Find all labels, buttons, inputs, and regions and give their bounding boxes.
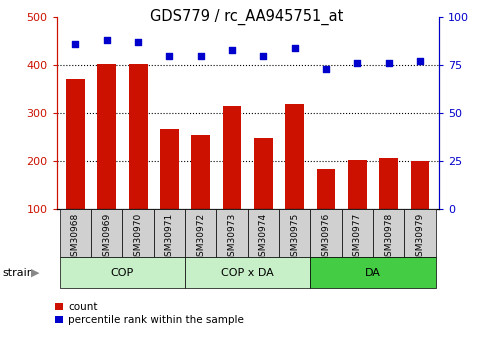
Bar <box>342 209 373 257</box>
Bar <box>185 257 311 288</box>
Legend: count, percentile rank within the sample: count, percentile rank within the sample <box>55 302 244 325</box>
Point <box>103 38 111 43</box>
Bar <box>279 209 311 257</box>
Bar <box>185 209 216 257</box>
Bar <box>254 138 273 209</box>
Text: GDS779 / rc_AA945751_at: GDS779 / rc_AA945751_at <box>150 9 343 25</box>
Bar <box>248 209 279 257</box>
Text: GSM30970: GSM30970 <box>134 213 142 262</box>
Bar <box>60 257 185 288</box>
Bar <box>129 64 147 209</box>
Bar <box>66 79 85 209</box>
Bar <box>154 209 185 257</box>
Point <box>134 39 142 45</box>
Point <box>71 41 79 47</box>
Bar <box>311 209 342 257</box>
Point <box>259 53 267 58</box>
Bar <box>98 64 116 209</box>
Point <box>353 60 361 66</box>
Text: GSM30971: GSM30971 <box>165 213 174 262</box>
Text: GSM30972: GSM30972 <box>196 213 205 262</box>
Bar <box>160 129 179 209</box>
Text: GSM30978: GSM30978 <box>384 213 393 262</box>
Text: GSM30979: GSM30979 <box>416 213 424 262</box>
Text: GSM30969: GSM30969 <box>103 213 111 262</box>
Bar <box>285 105 304 209</box>
Bar <box>60 209 91 257</box>
Bar <box>122 209 154 257</box>
Bar <box>223 106 242 209</box>
Point <box>291 45 299 51</box>
Bar <box>379 158 398 209</box>
Bar <box>91 209 122 257</box>
Point <box>322 66 330 72</box>
Text: GSM30968: GSM30968 <box>71 213 80 262</box>
Bar <box>191 135 210 209</box>
Text: COP x DA: COP x DA <box>221 268 274 277</box>
Text: GSM30976: GSM30976 <box>321 213 330 262</box>
Point <box>197 53 205 58</box>
Point <box>228 47 236 52</box>
Bar <box>348 160 367 209</box>
Bar <box>216 209 248 257</box>
Bar <box>411 161 429 209</box>
Text: COP: COP <box>111 268 134 277</box>
Bar <box>317 169 335 209</box>
Text: ▶: ▶ <box>31 268 39 277</box>
Bar <box>311 257 436 288</box>
Text: DA: DA <box>365 268 381 277</box>
Point <box>416 59 424 64</box>
Text: GSM30973: GSM30973 <box>228 213 237 262</box>
Point <box>166 53 174 58</box>
Text: strain: strain <box>2 268 35 277</box>
Bar <box>373 209 404 257</box>
Text: GSM30975: GSM30975 <box>290 213 299 262</box>
Text: GSM30977: GSM30977 <box>353 213 362 262</box>
Point <box>385 60 392 66</box>
Text: GSM30974: GSM30974 <box>259 213 268 262</box>
Bar <box>404 209 436 257</box>
